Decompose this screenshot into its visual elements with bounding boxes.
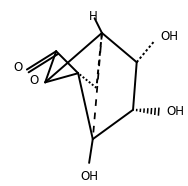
Text: OH: OH: [80, 170, 98, 183]
Text: O: O: [30, 74, 39, 87]
Text: O: O: [13, 61, 22, 74]
Text: OH: OH: [166, 105, 184, 118]
Text: OH: OH: [161, 30, 178, 43]
Text: H: H: [88, 10, 97, 23]
